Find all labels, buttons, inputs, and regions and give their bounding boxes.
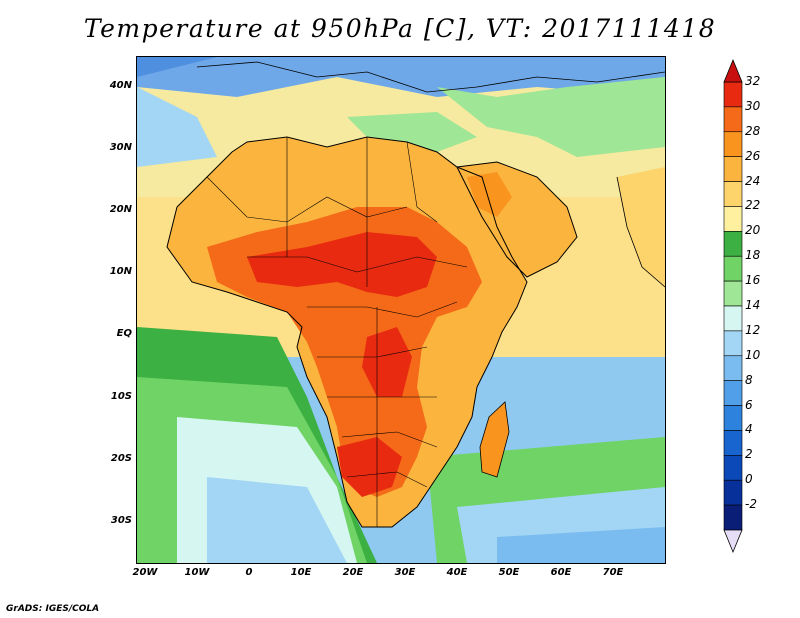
hottest-sahel-band: [247, 232, 437, 297]
colorbar-segment: [723, 181, 743, 207]
lon-label-70e: 70E: [602, 567, 624, 578]
colorbar-label: 2: [745, 447, 753, 462]
colorbar-label: -2: [745, 497, 757, 512]
colorbar-label: 8: [745, 372, 753, 387]
lat-label-10n: 10N: [109, 266, 132, 277]
colorbar-segment: [723, 106, 743, 133]
credit-text: GrADS: IGES/COLA: [6, 604, 100, 614]
colorbar: [723, 58, 743, 554]
lat-label-10s: 10S: [110, 391, 132, 402]
colorbar-segment: [723, 231, 743, 257]
lat-label-20s: 20S: [110, 453, 132, 464]
india-coastline: [616, 176, 665, 288]
colorbar-label: 16: [745, 273, 761, 288]
deeper-blue-south-indian: [497, 527, 665, 563]
africa-coastline: [166, 136, 528, 528]
lat-label-30n: 30N: [109, 142, 132, 153]
colorbar-segment: [723, 405, 743, 431]
colorbar-segment: [723, 156, 743, 182]
colorbar-label: 4: [745, 422, 753, 437]
lat-label-20n: 20N: [109, 204, 132, 215]
lon-label-20w: 20W: [132, 567, 158, 578]
colorbar-segment: [723, 330, 743, 357]
lon-label-50e: 50E: [498, 567, 520, 578]
cold-northwest-corner: [137, 57, 217, 77]
map-canvas: [137, 57, 665, 563]
colorbar-label: 24: [745, 173, 761, 188]
colorbar-label: 32: [745, 74, 761, 88]
lon-label-30e: 30E: [394, 567, 416, 578]
colorbar-label: 28: [745, 123, 761, 138]
colorbar-segment: [723, 355, 743, 381]
arabia-coastline: [456, 161, 578, 278]
colorbar-label: 12: [745, 322, 761, 337]
colorbar-segment: [723, 305, 743, 332]
lightblue-south-atlantic: [207, 477, 347, 563]
country-borders: [206, 137, 468, 527]
colorbar-segment: [723, 81, 743, 108]
colorbar-label: 6: [745, 397, 753, 412]
colorbar-segments: [723, 81, 743, 531]
europe-coastline: [196, 61, 665, 93]
cool-atlantic-north: [137, 87, 217, 167]
india: [617, 167, 665, 287]
colorbar-label: 22: [745, 198, 761, 213]
colorbar-segment: [723, 380, 743, 406]
lat-label-30s: 30S: [110, 515, 132, 526]
colorbar-segment: [723, 131, 743, 157]
map-title: Temperature at 950hPa [C], VT: 201711141…: [83, 14, 717, 43]
lon-label-10e: 10E: [290, 567, 312, 578]
hot-southern-africa: [337, 437, 402, 497]
colorbar-segment: [723, 479, 743, 506]
lon-label-0: 0: [245, 567, 253, 578]
hot-central-africa: [362, 327, 412, 397]
colorbar-segment: [723, 255, 743, 282]
green-middle-east: [437, 77, 665, 157]
lon-label-20e: 20E: [342, 567, 364, 578]
colorbar-segment: [723, 280, 743, 307]
arabia-warm-core: [467, 172, 512, 217]
colorbar-label: 26: [745, 148, 761, 163]
lon-label-40e: 40E: [446, 567, 468, 578]
colorbar-segment: [723, 206, 743, 232]
lon-label-10w: 10W: [184, 567, 210, 578]
colorbar-label: 20: [745, 223, 761, 238]
colorbar-label: 18: [745, 248, 761, 263]
lon-label-60e: 60E: [550, 567, 572, 578]
colorbar-label: 0: [745, 472, 753, 487]
colorbar-label: 14: [745, 298, 761, 312]
colorbar-label: 10: [745, 347, 761, 362]
temperature-map: [136, 56, 666, 564]
colorbar-top-arrow: [723, 58, 743, 83]
colorbar-segment: [723, 504, 743, 531]
lat-label-40n: 40N: [109, 80, 132, 91]
colorbar-label: 30: [745, 98, 761, 113]
madagascar: [479, 401, 510, 478]
cold-north-mediterranean: [137, 57, 665, 97]
colorbar-segment: [723, 430, 743, 456]
colorbar-segment: [723, 455, 743, 481]
colorbar-bottom-arrow: [723, 529, 743, 554]
lat-label-eq: EQ: [116, 328, 132, 339]
